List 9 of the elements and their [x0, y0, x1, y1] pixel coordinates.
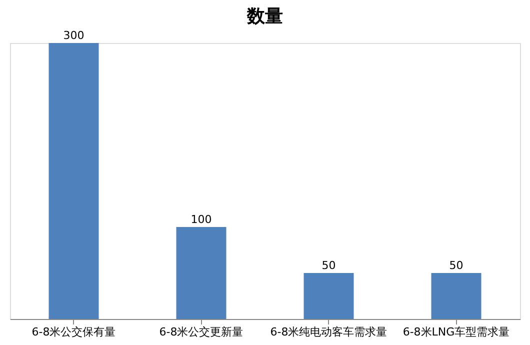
data-label: 50	[449, 259, 464, 272]
data-label: 300	[63, 29, 84, 42]
data-label: 50	[322, 259, 336, 272]
x-tick-label: 6-8米纯电动客车需求量	[270, 326, 388, 338]
x-tick-label: 6-8米公交更新量	[159, 326, 244, 338]
x-tick-label: 6-8米LNG车型需求量	[402, 326, 510, 338]
chart-title: 数量	[246, 6, 283, 27]
x-tick-label: 6-8米公交保有量	[32, 326, 116, 338]
data-label: 100	[190, 213, 212, 226]
